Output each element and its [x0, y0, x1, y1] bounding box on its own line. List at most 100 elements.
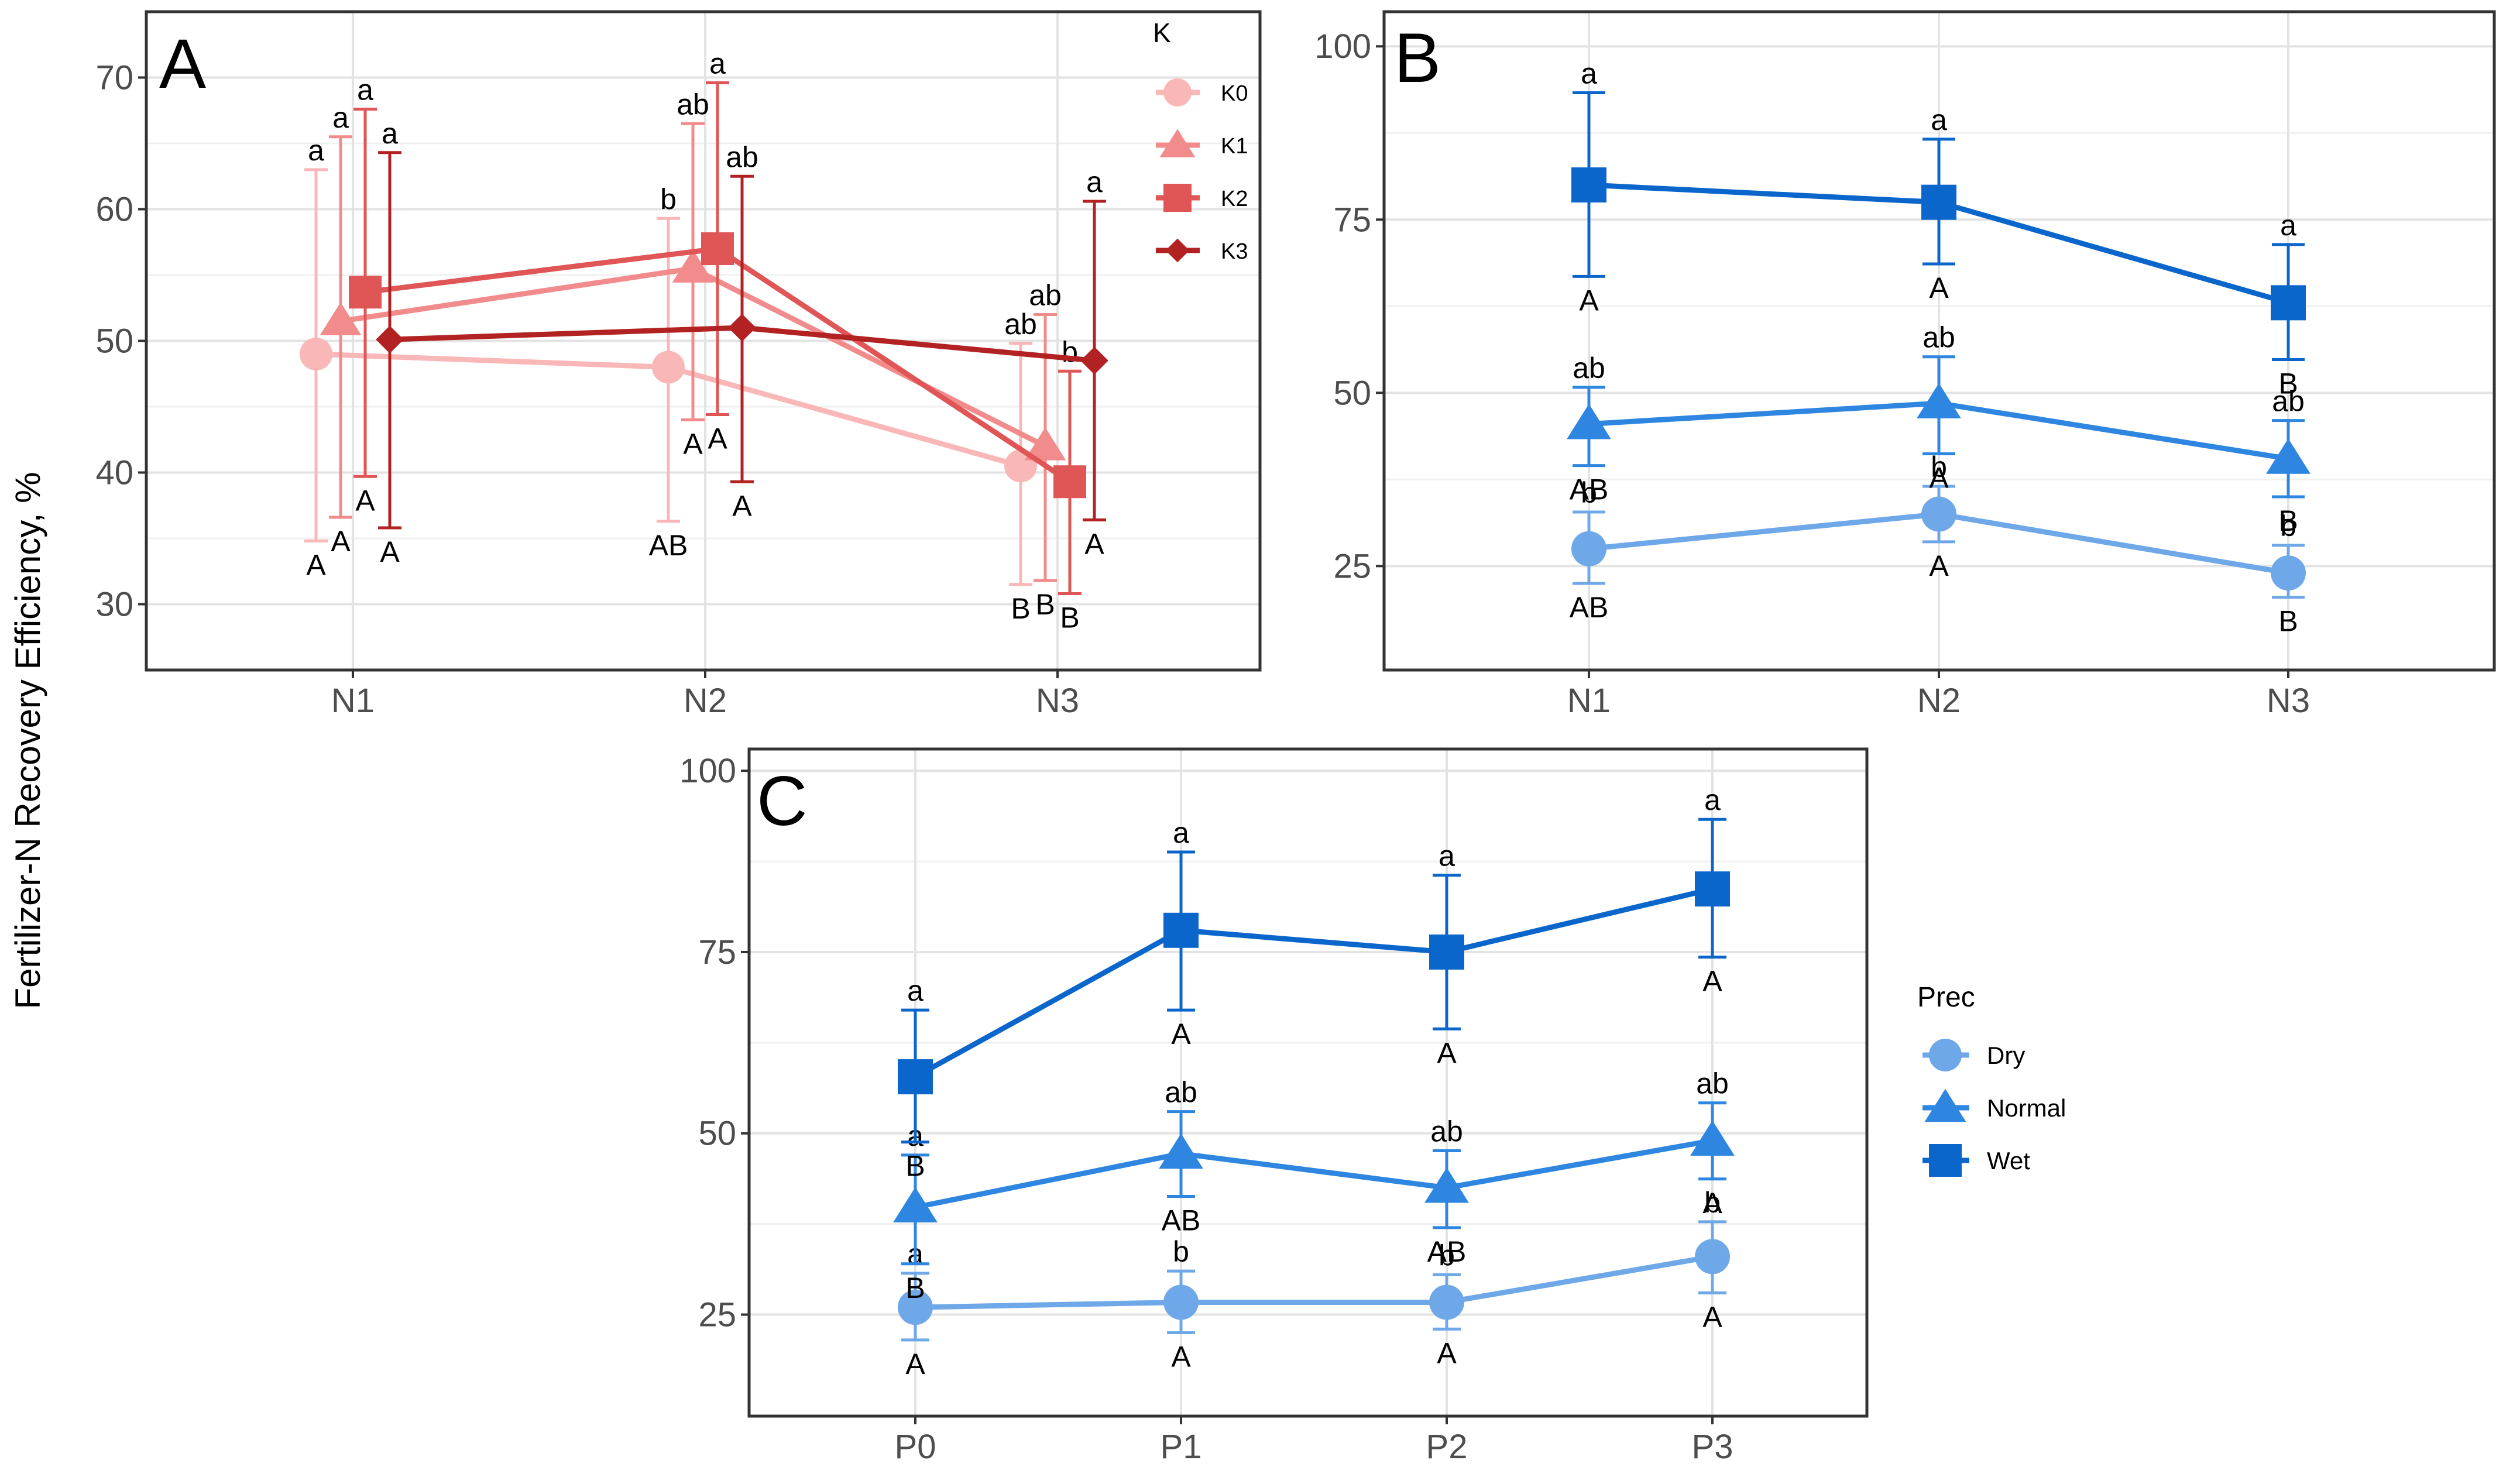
data-point: [1571, 531, 1606, 566]
y-axis-label: Fertilizer-N Recovery Efficiency, %: [8, 472, 47, 1009]
legend-label: K3: [1221, 239, 1248, 264]
legend-title: K: [1153, 18, 1171, 48]
significance-letter-upper: A: [1171, 1018, 1191, 1050]
significance-letter-lower: a: [1704, 784, 1721, 816]
series-line: [915, 1138, 1713, 1210]
data-point: [1921, 496, 1956, 532]
data-point: [376, 325, 404, 354]
series-Wet: a Aa Aa B: [1571, 57, 2306, 400]
legend-key-marker: [1165, 238, 1190, 263]
legend-Prec: Prec Dry Normal Wet: [1917, 982, 2066, 1177]
legend-key-marker: [1163, 78, 1192, 107]
significance-letter-upper: A: [1929, 549, 1949, 582]
significance-letter-lower: ab: [1922, 321, 1955, 354]
data-point: [1163, 1284, 1199, 1320]
x-tick-label: P2: [1426, 1428, 1468, 1466]
significance-letter-upper: B: [2278, 367, 2298, 400]
plot-border: [145, 10, 1262, 672]
panel-C: 255075100P0P1P2P3aAbAbAbAaBabABabABabAaB…: [679, 747, 2066, 1466]
x-tick-label: N1: [331, 682, 375, 720]
y-tick-label: 75: [698, 933, 736, 971]
legend-label: Wet: [1987, 1147, 2030, 1174]
data-point: [300, 338, 332, 370]
x-tick-label: P3: [1692, 1428, 1733, 1466]
significance-letter-lower: ab: [1029, 279, 1062, 312]
significance-letter-upper: A: [708, 422, 727, 455]
series-Normal: aBabABabABabA: [893, 1067, 1735, 1304]
significance-letter-upper: AB: [1427, 1235, 1467, 1268]
significance-letter-lower: ab: [1430, 1115, 1463, 1148]
significance-letter-upper: A: [1702, 1187, 1722, 1220]
significance-letter-upper: B: [905, 1272, 925, 1304]
y-axis-label-wrap: Fertilizer-N Recovery Efficiency, %: [6, 419, 59, 1066]
significance-letter-upper: A: [306, 549, 326, 582]
significance-letter-upper: B: [1011, 592, 1030, 625]
panel-letter: C: [757, 762, 808, 840]
data-point: [1921, 184, 1956, 220]
significance-letter-lower: ab: [1165, 1076, 1197, 1109]
significance-letter-upper: B: [905, 1150, 925, 1183]
significance-letter-upper: B: [1060, 602, 1079, 634]
y-tick-label: 25: [1333, 547, 1371, 585]
data-point: [652, 351, 685, 384]
significance-letter-lower: a: [382, 117, 398, 150]
significance-letter-lower: a: [907, 974, 924, 1007]
series-K3: a Aab Aa A: [376, 117, 1108, 568]
y-tick-label: 50: [95, 322, 133, 360]
significance-letter-upper: A: [1084, 528, 1104, 561]
data-point: [2271, 285, 2306, 321]
data-point: [1429, 934, 1464, 970]
significance-letter-upper: AB: [649, 529, 688, 562]
significance-letter-upper: AB: [1162, 1204, 1201, 1237]
plot-border: [747, 747, 1869, 1418]
significance-letter-upper: A: [380, 535, 400, 568]
significance-letter-lower: a: [357, 74, 373, 107]
y-tick-label: 40: [95, 454, 133, 492]
data-point: [2266, 438, 2311, 474]
significance-letter-upper: B: [2278, 504, 2298, 537]
data-point: [1159, 1133, 1203, 1169]
significance-letter-lower: a: [2280, 209, 2296, 242]
series-Wet: a Ba Aa Aa A: [898, 784, 1730, 1183]
x-tick-label: N1: [1567, 682, 1611, 720]
x-tick-label: N3: [1036, 682, 1079, 720]
legend-label: K1: [1221, 134, 1248, 159]
plot-border: [1382, 10, 2496, 672]
significance-letter-upper: A: [1702, 965, 1722, 998]
legend-label: K0: [1221, 81, 1248, 106]
legend-key-marker: [1929, 1039, 1962, 1071]
significance-letter-lower: b: [1439, 1239, 1455, 1272]
panel-A: 30 40 50 60 70 N1 N2 N3 a Ab AB ab Ba Aab Aab Ba Aa Ab Ba A…: [95, 10, 1262, 720]
series-Dry: aAbAbAbA: [898, 1186, 1730, 1380]
data-point: [320, 302, 362, 335]
data-point: [898, 1059, 933, 1095]
y-tick-label: 50: [1333, 374, 1371, 412]
data-point: [893, 1187, 938, 1223]
significance-letter-upper: A: [732, 489, 752, 522]
significance-letter-lower: ab: [1573, 352, 1605, 384]
significance-letter-lower: b: [2280, 510, 2296, 542]
significance-letter-lower: b: [1931, 451, 1947, 483]
significance-letter-lower: b: [1173, 1235, 1189, 1268]
legend-key-marker: [1929, 1144, 1962, 1177]
x-tick-label: P0: [895, 1428, 936, 1466]
significance-letter-lower: a: [308, 134, 324, 167]
legend-K: K K0 K1 K2 K3: [1153, 18, 1248, 264]
y-tick-label: 100: [679, 752, 736, 790]
y-tick-label: 70: [95, 59, 133, 97]
legend-label: Dry: [1987, 1042, 2025, 1069]
significance-letter-upper: B: [1035, 588, 1055, 621]
significance-letter-lower: ab: [1004, 308, 1037, 341]
x-tick-label: P1: [1161, 1428, 1202, 1466]
significance-letter-lower: ab: [1696, 1067, 1729, 1100]
legend-key-marker: [1163, 184, 1192, 212]
data-point: [672, 249, 714, 283]
series-line: [914, 886, 1714, 1080]
data-point: [1424, 1167, 1469, 1203]
legend-label: K2: [1221, 187, 1248, 211]
significance-letter-lower: a: [1931, 104, 1947, 136]
legend-key-marker: [1924, 1088, 1966, 1122]
